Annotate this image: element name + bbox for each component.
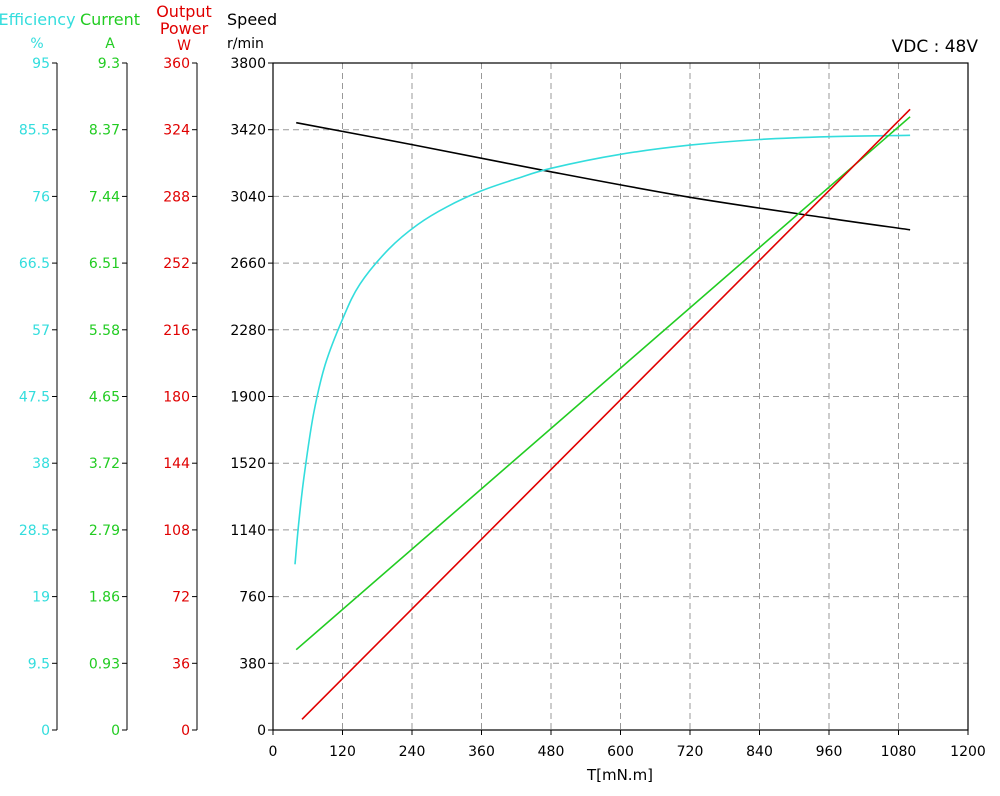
voltage-annotation: VDC : 48V: [892, 37, 979, 57]
power-tick-label: 144: [163, 456, 190, 472]
current-tick-label: 8.37: [89, 123, 120, 139]
efficiency-tick-label: 38: [32, 456, 50, 472]
power-tick-label: 108: [163, 523, 190, 539]
efficiency-tick-label: 47.5: [19, 390, 50, 406]
power-tick-label: 360: [163, 56, 190, 72]
efficiency-tick-label: 28.5: [19, 523, 50, 539]
speed-tick-label: 2660: [230, 256, 266, 272]
efficiency-tick-label: 19: [32, 590, 50, 606]
speed-axis-title: Speed: [227, 10, 277, 29]
power-axis-title: Output: [156, 2, 212, 21]
y-axes: 038076011401520190022802660304034203800S…: [0, 2, 277, 739]
current-tick-label: 4.65: [89, 390, 120, 406]
efficiency-tick-label: 57: [32, 323, 50, 339]
x-axis-label: T[mN.m]: [586, 766, 653, 784]
power-tick-label: 0: [181, 723, 190, 739]
current-axis-title: Current: [80, 10, 140, 29]
current-tick-label: 1.86: [89, 590, 120, 606]
efficiency-axis: 0 9.5 19 28.5 38 47.5 57 66.5 76 85.5 95 Efficiency…: [0, 10, 76, 739]
current-tick-label: 7.44: [89, 189, 120, 205]
power-tick-label: 36: [172, 656, 190, 672]
speed-tick-label: 3420: [230, 123, 266, 139]
grid: [273, 63, 968, 730]
efficiency-axis-title: Efficiency: [0, 10, 76, 29]
speed-tick-label: 1900: [230, 390, 266, 406]
current-axis-unit: A: [105, 36, 115, 52]
speed-tick-label: 3800: [230, 56, 266, 72]
x-tick-label: 720: [677, 744, 704, 760]
current-tick-label: 2.79: [89, 523, 120, 539]
current-tick-label: 0.93: [89, 656, 120, 672]
speed-tick-label: 1140: [230, 523, 266, 539]
power-tick-label: 324: [163, 123, 190, 139]
x-tick-label: 1200: [950, 744, 986, 760]
efficiency-tick-label: 0: [41, 723, 50, 739]
efficiency-tick-label: 9.5: [28, 656, 50, 672]
speed-curve: [296, 121, 911, 231]
speed-tick-label: 0: [257, 723, 266, 739]
x-tick-label: 120: [329, 744, 356, 760]
x-tick-label: 480: [538, 744, 565, 760]
power-curve: [301, 108, 911, 720]
speed-tick-label: 3040: [230, 189, 266, 205]
series-layer: [294, 108, 911, 720]
current-tick-label: 9.3: [98, 56, 120, 72]
x-axis: 0 120 240 360 480 600 720 840 960 1080 1200: [269, 730, 986, 760]
x-tick-label: 360: [468, 744, 495, 760]
efficiency-tick-label: 95: [32, 56, 50, 72]
power-tick-label: 288: [163, 189, 190, 205]
speed-tick-label: 1520: [230, 456, 266, 472]
x-tick-label: 960: [816, 744, 843, 760]
x-tick-label: 0: [269, 744, 278, 760]
speed-axis: 0 380 760 1140 1520 1900 2280 2660 3040 3420 3800 S…: [227, 10, 277, 739]
power-tick-label: 180: [163, 390, 190, 406]
efficiency-tick-label: 85.5: [19, 123, 50, 139]
x-tick-label: 600: [607, 744, 634, 760]
x-tick-label: 240: [399, 744, 426, 760]
speed-axis-unit: r/min: [227, 36, 264, 52]
speed-tick-label: 760: [239, 590, 266, 606]
efficiency-axis-unit: %: [30, 36, 43, 52]
current-curve: [295, 116, 911, 651]
power-tick-label: 252: [163, 256, 190, 272]
efficiency-tick-label: 76: [32, 189, 50, 205]
power-tick-label: 72: [172, 590, 190, 606]
power-axis: 0 36 72 108 144 180 216 252 288 324 360 OutputPower…: [156, 2, 212, 739]
current-tick-label: 5.58: [89, 323, 120, 339]
power-axis-title-line2: Power: [160, 19, 209, 38]
current-axis: 0 0.93 1.86 2.79 3.72 4.65 5.58 6.51 7.44 8.37 9.3…: [80, 10, 140, 739]
speed-tick-label: 2280: [230, 323, 266, 339]
efficiency-tick-label: 66.5: [19, 256, 50, 272]
efficiency-curve: [294, 134, 911, 565]
current-tick-label: 3.72: [89, 456, 120, 472]
current-tick-label: 0: [111, 723, 120, 739]
power-tick-label: 216: [163, 323, 190, 339]
x-tick-label: 1080: [881, 744, 917, 760]
x-tick-label: 840: [746, 744, 773, 760]
current-tick-label: 6.51: [89, 256, 120, 272]
power-axis-unit: W: [177, 38, 191, 54]
speed-tick-label: 380: [239, 656, 266, 672]
